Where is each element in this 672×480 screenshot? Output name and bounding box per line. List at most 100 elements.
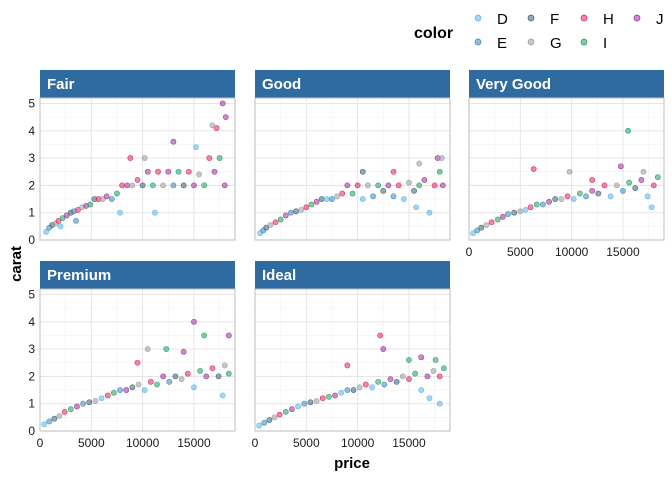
data-point-g	[416, 160, 423, 167]
data-point-e	[288, 209, 294, 216]
y-axis-title: carat	[8, 246, 25, 282]
data-point-i	[197, 368, 204, 374]
data-point-g	[438, 155, 445, 161]
data-point-j	[170, 138, 177, 145]
data-point-e	[108, 196, 115, 202]
data-point-g	[364, 182, 371, 189]
legend-entry-e: E	[474, 35, 507, 52]
data-point-i	[625, 127, 631, 134]
data-point-h	[354, 182, 361, 189]
data-point-g	[129, 182, 136, 189]
data-point-h	[272, 219, 279, 226]
data-point-i	[277, 216, 284, 223]
data-point-d	[191, 384, 197, 391]
data-point-g	[613, 182, 620, 189]
data-point-d	[426, 395, 433, 402]
data-point-g	[356, 384, 363, 391]
strip-label-good: Good	[262, 76, 301, 93]
data-point-h	[395, 182, 402, 189]
data-point-d	[522, 207, 529, 213]
gridlines-good	[254, 98, 450, 241]
legend-label-e: E	[497, 35, 507, 52]
data-point-f	[180, 182, 187, 189]
legend-label-g: G	[550, 35, 562, 52]
strip-label-premium: Premium	[47, 267, 111, 284]
data-point-f	[129, 384, 136, 391]
data-point-i	[412, 370, 419, 377]
panel-very-good: Very Good 0 5000 10000 15000	[466, 70, 665, 259]
data-point-f	[393, 378, 400, 385]
data-point-f	[307, 399, 314, 406]
data-point-h	[527, 204, 534, 211]
data-point-i	[114, 190, 120, 197]
points-good	[257, 155, 446, 237]
data-point-h	[650, 182, 657, 189]
data-point-i	[110, 389, 117, 396]
data-point-g	[135, 381, 142, 388]
data-point-h	[436, 373, 443, 380]
legend-key-f	[527, 14, 535, 22]
data-point-j	[421, 177, 428, 183]
data-point-h	[344, 362, 351, 369]
data-point-j	[418, 354, 425, 361]
data-point-f	[172, 373, 179, 380]
data-point-e	[474, 227, 481, 234]
x-tick-label: 10000	[341, 436, 375, 450]
data-point-e	[583, 193, 589, 200]
data-point-i	[375, 182, 382, 189]
legend-key-j	[633, 14, 641, 22]
data-point-i	[432, 357, 439, 363]
data-point-i	[654, 174, 661, 181]
data-point-d	[426, 209, 433, 216]
data-point-g	[221, 362, 228, 369]
data-point-i	[201, 332, 208, 339]
data-point-j	[385, 182, 392, 189]
data-point-i	[576, 190, 583, 197]
y-tick-label: 3	[28, 151, 35, 165]
data-point-f	[51, 415, 58, 422]
data-point-h	[134, 177, 141, 183]
y-tick-label: 4	[28, 124, 35, 138]
gridlines-fair	[39, 98, 235, 241]
data-point-h	[185, 168, 192, 175]
data-point-h	[276, 411, 283, 418]
data-point-j	[439, 182, 446, 189]
data-point-j	[332, 392, 338, 399]
legend-entry-h: H	[580, 11, 614, 28]
data-point-i	[225, 370, 232, 377]
data-point-h	[75, 207, 81, 213]
data-point-g	[160, 182, 167, 189]
data-point-g	[209, 122, 216, 129]
strip-label-ideal: Ideal	[262, 267, 296, 284]
data-point-d	[256, 422, 263, 429]
data-point-e	[390, 193, 397, 200]
data-point-d	[141, 387, 148, 393]
data-point-j	[282, 212, 289, 219]
x-tick-label: 15000	[177, 436, 211, 450]
data-point-j	[289, 406, 295, 413]
data-point-h	[127, 155, 134, 161]
panel-border-ideal	[254, 288, 451, 432]
legend-key-h	[580, 14, 588, 22]
legend-entry-j: J	[633, 11, 664, 28]
data-point-j	[144, 168, 151, 175]
y-tick-label: 5	[28, 96, 35, 110]
data-point-f	[318, 196, 325, 202]
legend-key-e	[474, 38, 482, 46]
data-point-e	[539, 201, 546, 208]
data-point-e	[73, 217, 79, 224]
data-point-i	[349, 190, 356, 197]
data-point-d	[338, 389, 345, 396]
data-point-d	[369, 384, 375, 391]
y-tick-label: 0	[28, 233, 35, 247]
y-tick-label: 4	[28, 315, 35, 329]
data-point-i	[308, 201, 315, 208]
legend-entry-f: F	[527, 11, 559, 28]
strip-premium	[40, 261, 235, 289]
points-very-good	[470, 127, 661, 237]
data-point-h	[206, 155, 213, 161]
data-point-f	[266, 417, 273, 423]
data-point-i	[59, 215, 66, 222]
